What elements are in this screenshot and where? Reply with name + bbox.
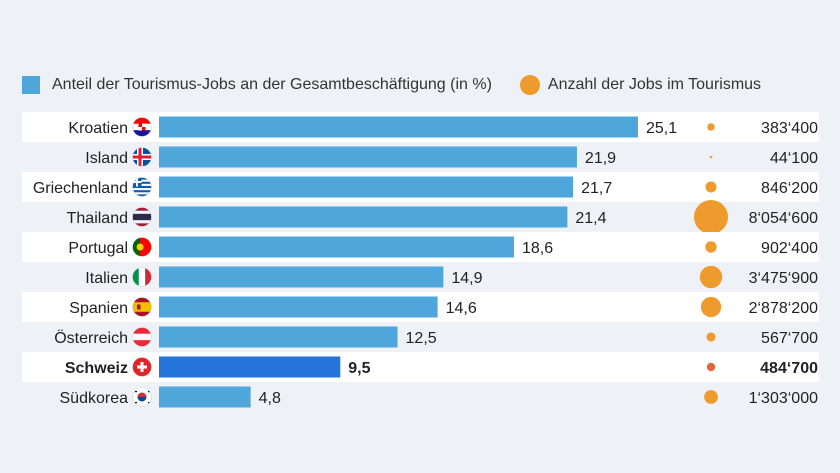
jobs-value-label: 1‘303‘000 [749, 390, 819, 407]
austria-flag-icon [132, 327, 152, 347]
share-bar [159, 266, 444, 288]
jobs-value-label: 3‘475‘900 [749, 270, 819, 287]
category-label: Italien [85, 270, 128, 287]
category-label: Griechenland [33, 180, 128, 197]
share-value-label: 21,7 [581, 180, 612, 197]
jobs-value-label: 567‘700 [761, 330, 818, 347]
thailand-flag-icon [132, 207, 152, 227]
chart-row: Kroatien 25,1 383‘400 [22, 112, 819, 142]
chart-row: Spanien 14,6 2‘878‘200 [22, 292, 819, 322]
jobs-value-label: 8‘054‘600 [749, 210, 819, 227]
category-label: Schweiz [65, 360, 128, 377]
share-bar [159, 296, 438, 318]
share-bar [159, 386, 251, 408]
share-bar [159, 176, 574, 198]
share-value-label: 9,5 [348, 360, 370, 377]
chart-row: Island 21,9 44‘100 [85, 146, 818, 168]
jobs-bubble [706, 362, 716, 372]
row-stripe [22, 352, 819, 382]
share-value-label: 4,8 [259, 390, 281, 407]
jobs-bubble [699, 265, 723, 289]
chart-row: Griechenland 21,7 846‘200 [22, 172, 819, 202]
chart-row: Österreich 12,5 567‘700 [54, 326, 818, 348]
jobs-bubble [705, 181, 717, 193]
share-value-label: 21,9 [585, 150, 616, 167]
jobs-value-label: 846‘200 [761, 180, 818, 197]
bubble-legend-label: Anzahl der Jobs im Tourismus [547, 76, 762, 93]
greece-flag-icon [132, 177, 152, 197]
jobs-value-label: 902‘400 [761, 240, 818, 257]
jobs-bubble [706, 332, 716, 342]
category-label: Thailand [67, 210, 128, 227]
chart-row: Italien 14,9 3‘475‘900 [85, 265, 819, 289]
category-label: Portugal [68, 240, 128, 257]
chart-row: Schweiz 9,5 484‘700 [22, 352, 819, 382]
jobs-value-label: 44‘100 [770, 150, 818, 167]
share-bar [159, 236, 514, 258]
share-bar [159, 116, 638, 138]
chart-row: Südkorea 4,8 1‘303‘000 [60, 386, 819, 408]
jobs-bubble [704, 390, 718, 404]
share-value-label: 14,6 [446, 300, 477, 317]
share-bar [159, 326, 398, 348]
category-label: Kroatien [68, 120, 128, 137]
switzerland-flag-icon [132, 357, 152, 377]
iceland-flag-icon [132, 147, 152, 167]
share-value-label: 18,6 [522, 240, 553, 257]
jobs-value-label: 2‘878‘200 [749, 300, 819, 317]
category-label: Südkorea [60, 390, 129, 407]
share-bar [159, 356, 341, 378]
portugal-flag-icon [132, 237, 152, 257]
category-label: Island [85, 150, 128, 167]
share-value-label: 25,1 [646, 120, 677, 137]
jobs-value-label: 383‘400 [761, 120, 818, 137]
share-bar [159, 146, 577, 168]
jobs-bubble [705, 241, 717, 253]
share-value-label: 21,4 [575, 210, 606, 227]
chart-row: Portugal 18,6 902‘400 [22, 232, 819, 262]
share-value-label: 12,5 [406, 330, 437, 347]
category-label: Spanien [69, 300, 128, 317]
jobs-bubble [709, 155, 713, 159]
chart-legend: Anteil der Tourismus-Jobs an der Gesamtb… [22, 74, 761, 96]
jobs-value-label: 484‘700 [760, 360, 818, 377]
chart-row: Thailand 21,4 8‘054‘600 [67, 200, 818, 234]
bubble-legend-swatch [519, 75, 540, 95]
croatia-flag-icon [132, 117, 152, 137]
jobs-bubble [694, 200, 728, 234]
italy-flag-icon [132, 267, 152, 287]
jobs-bubble [700, 296, 722, 318]
share-bar [159, 206, 568, 228]
spain-flag-icon [132, 297, 152, 317]
bar-legend-label: Anteil der Tourismus-Jobs an der Gesamtb… [52, 76, 492, 93]
share-value-label: 14,9 [451, 270, 482, 287]
jobs-bubble [707, 123, 715, 131]
category-label: Österreich [54, 329, 128, 347]
bar-legend-swatch [22, 76, 40, 94]
south-korea-flag-icon [132, 387, 152, 407]
